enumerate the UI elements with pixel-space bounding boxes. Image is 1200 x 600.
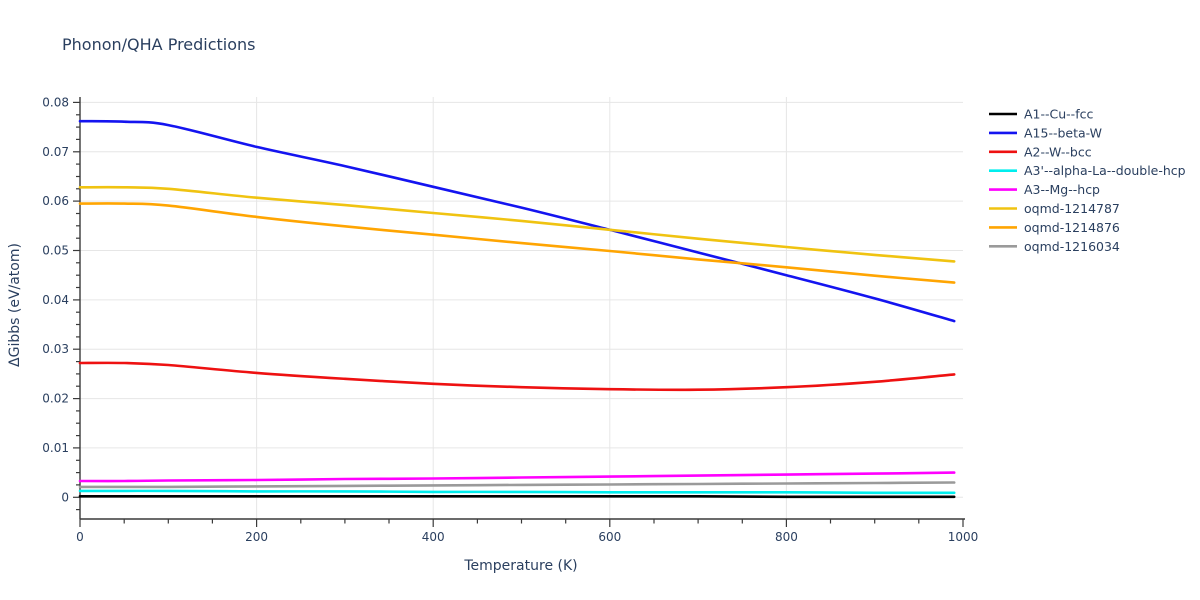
legend-label-a1-cu-fcc: A1--Cu--fcc bbox=[1024, 107, 1093, 122]
series-line-oqmd-1214876 bbox=[78, 202, 956, 284]
y-tick-label: 0.02 bbox=[42, 392, 69, 406]
x-tick-label: 600 bbox=[598, 530, 621, 544]
series-line-oqmd-1216034 bbox=[78, 481, 956, 489]
legend-label-oqmd-1214876: oqmd-1214876 bbox=[1024, 220, 1120, 235]
series-line-a15-beta-w bbox=[78, 119, 956, 323]
legend-item-a15-beta-w[interactable]: A15--beta-W bbox=[989, 125, 1102, 140]
axes bbox=[73, 97, 965, 527]
y-tick-label: 0.08 bbox=[42, 95, 69, 109]
legend: A1--Cu--fcc A15--beta-W A2--W--bcc A3'--alp… bbox=[989, 107, 1186, 254]
y-tick-label: 0.04 bbox=[42, 293, 69, 307]
legend-label-a3-alpha-la-double-hcp: A3'--alpha-La--double-hcp bbox=[1024, 163, 1186, 178]
series-line-a1-cu-fcc bbox=[78, 494, 956, 499]
legend-item-oqmd-1216034[interactable]: oqmd-1216034 bbox=[989, 239, 1120, 254]
gridlines bbox=[80, 97, 963, 519]
x-tick-label: 400 bbox=[422, 530, 445, 544]
y-tick-label: 0.06 bbox=[42, 194, 69, 208]
legend-label-oqmd-1216034: oqmd-1216034 bbox=[1024, 239, 1120, 254]
x-tick-label: 0 bbox=[76, 530, 84, 544]
legend-item-a3-mg-hcp[interactable]: A3--Mg--hcp bbox=[989, 182, 1100, 197]
y-tick-label: 0.01 bbox=[42, 441, 69, 455]
legend-item-a1-cu-fcc[interactable]: A1--Cu--fcc bbox=[989, 107, 1093, 122]
x-tick-label: 1000 bbox=[948, 530, 979, 544]
series-line-a3-alpha-la-double-hcp bbox=[78, 489, 956, 495]
legend-item-a3-alpha-la-double-hcp[interactable]: A3'--alpha-La--double-hcp bbox=[989, 163, 1186, 178]
series-line-oqmd-1214787 bbox=[78, 185, 956, 263]
legend-item-a2-w-bcc[interactable]: A2--W--bcc bbox=[989, 144, 1092, 159]
legend-label-oqmd-1214787: oqmd-1214787 bbox=[1024, 201, 1120, 216]
legend-label-a15-beta-w: A15--beta-W bbox=[1024, 125, 1102, 140]
y-tick-label: 0.03 bbox=[42, 342, 69, 356]
x-tick-label: 800 bbox=[775, 530, 798, 544]
y-tick-label: 0.07 bbox=[42, 145, 69, 159]
chart-title: Phonon/QHA Predictions bbox=[62, 35, 256, 54]
x-tick-label: 200 bbox=[245, 530, 268, 544]
legend-label-a3-mg-hcp: A3--Mg--hcp bbox=[1024, 182, 1100, 197]
y-tick-label: 0 bbox=[61, 490, 69, 504]
y-axis-title: ΔGibbs (eV/atom) bbox=[7, 243, 23, 367]
legend-item-oqmd-1214876[interactable]: oqmd-1214876 bbox=[989, 220, 1120, 235]
legend-item-oqmd-1214787[interactable]: oqmd-1214787 bbox=[989, 201, 1120, 216]
legend-label-a2-w-bcc: A2--W--bcc bbox=[1024, 144, 1092, 159]
series-line-a2-w-bcc bbox=[78, 361, 956, 392]
series-line-a3-mg-hcp bbox=[78, 471, 956, 483]
x-axis-title: Temperature (K) bbox=[463, 558, 577, 574]
data-series bbox=[78, 119, 956, 499]
tick-labels: 0 0.01 0.02 0.03 0.04 0.05 0.06 0.07 0.08 0 200 400… bbox=[42, 95, 978, 544]
y-tick-label: 0.05 bbox=[42, 244, 69, 258]
